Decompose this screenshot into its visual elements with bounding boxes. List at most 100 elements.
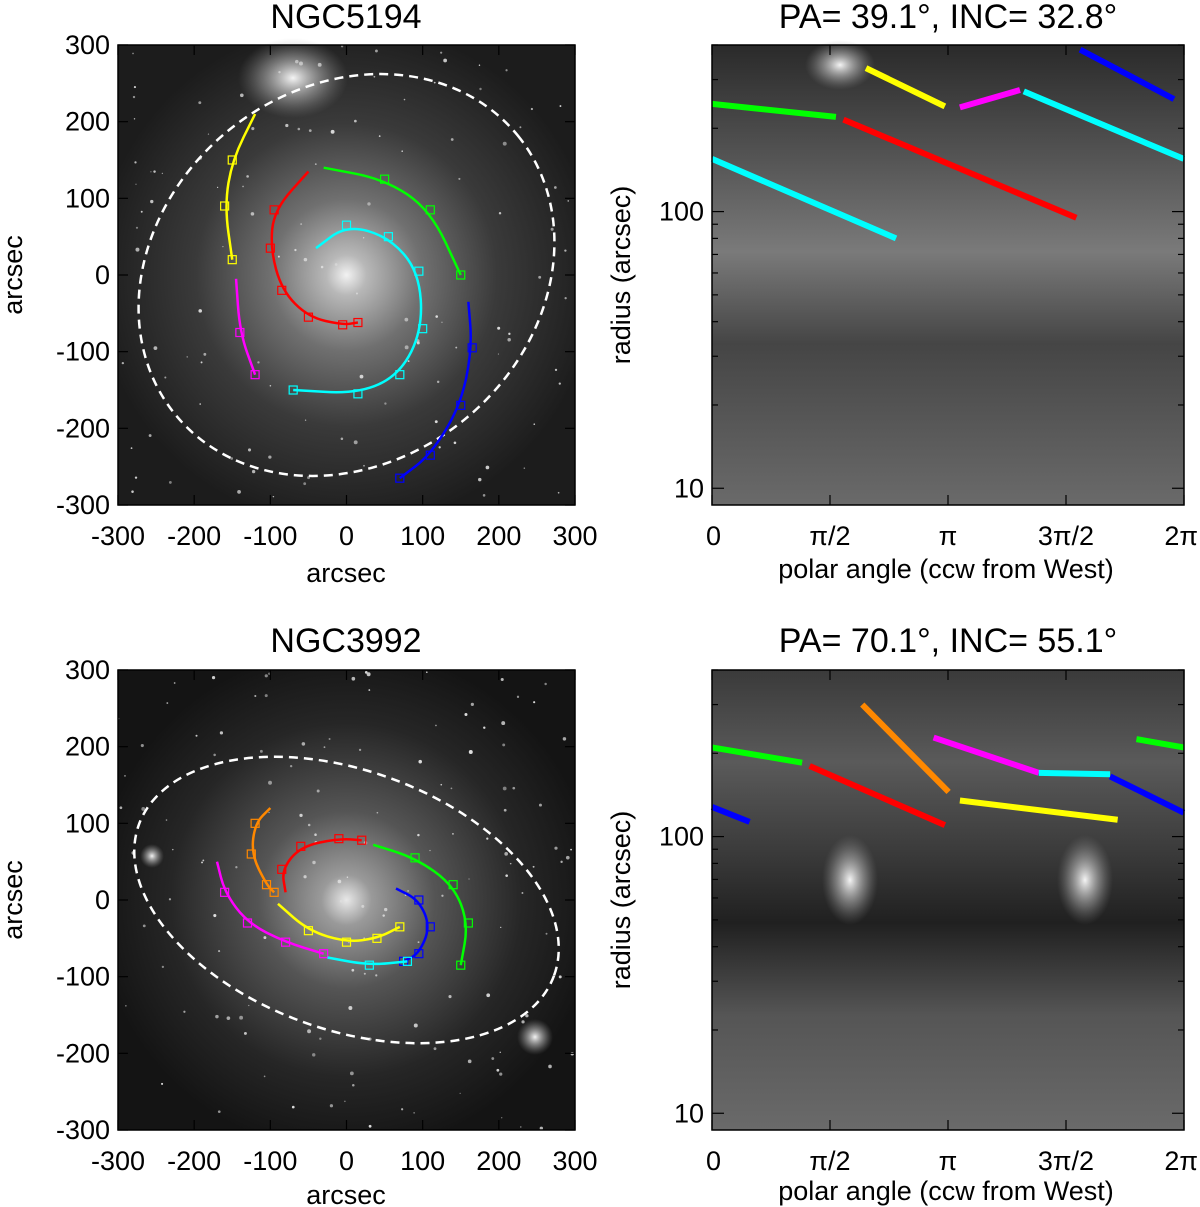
star-dot [363, 464, 365, 467]
star-dot [150, 171, 152, 173]
star-dot [348, 941, 350, 944]
star-dot [314, 163, 317, 165]
star-dot [320, 265, 324, 269]
star-dot [218, 950, 221, 953]
star-dot [417, 833, 420, 837]
star-dot [132, 52, 134, 55]
arm-marker [250, 370, 260, 380]
star-dot [384, 402, 387, 405]
star-dot [562, 737, 567, 741]
panel-ngc3992-polar: PA= 70.1°, INC= 55.1° 0 π/2 π 3π/2 2π 10010 … [606, 622, 1198, 1206]
star-dot [339, 899, 343, 903]
x-axis-label: polar angle (ccw from West) [778, 1176, 1114, 1206]
y-tick-label: -100 [56, 337, 110, 367]
star-dot [434, 420, 438, 424]
star-dot [564, 297, 567, 300]
star-dot [119, 806, 123, 810]
x-tick-label: π/2 [809, 521, 850, 551]
star-dot [168, 898, 172, 901]
star-dot [404, 345, 409, 350]
arm-marker [220, 887, 230, 897]
star-dot [455, 346, 458, 349]
x-tick-label: 3π/2 [1038, 521, 1094, 551]
star-dot [558, 975, 562, 979]
star-dot [367, 202, 371, 206]
star-dot [499, 1051, 501, 1054]
y-tick-label: 100 [65, 808, 110, 838]
star-dot [263, 936, 267, 940]
arm-marker [357, 835, 367, 845]
x-tick-label: 3π/2 [1038, 1146, 1094, 1176]
arm-marker [341, 220, 352, 230]
arm-marker [379, 174, 390, 184]
star-dot [148, 434, 152, 437]
x-tick-label: π/2 [809, 1146, 850, 1176]
star-dot [198, 309, 202, 313]
star-dot [135, 226, 139, 229]
arm-segment [808, 763, 947, 828]
star-dot [358, 748, 362, 752]
star-dot [164, 376, 167, 379]
arm-marker [425, 205, 435, 215]
arm-segment [1038, 769, 1111, 778]
x-tick-label: 300 [552, 1146, 597, 1176]
star-dot [141, 807, 146, 811]
y-tick-label: -100 [56, 962, 110, 992]
panel-ngc5194-image: NGC5194 -300 -200 -100 0 100 200 300 300 200 100… [0, 0, 598, 588]
star-dot [436, 380, 440, 384]
star-dot [166, 702, 169, 704]
star-dot [433, 81, 436, 84]
star-dot [323, 746, 326, 749]
y-tick-label: 300 [65, 655, 110, 685]
star-dot [269, 384, 272, 387]
x-tick-label: 2π [1164, 521, 1198, 551]
star-dot [297, 127, 301, 131]
arm-segment [842, 116, 1078, 221]
star-dot [498, 211, 502, 215]
star-dot [425, 671, 428, 674]
panel-title: PA= 70.1°, INC= 55.1° [779, 622, 1117, 660]
arm-marker [227, 255, 237, 265]
y-tick-label: -200 [56, 1038, 110, 1068]
spiral-arm-trace [234, 278, 257, 376]
arm-segment [710, 804, 751, 825]
star-dot [298, 61, 303, 66]
arm-marker [288, 385, 298, 395]
arm-marker [261, 880, 272, 890]
x-tick-label: 0 [706, 1146, 721, 1176]
star-dot [545, 932, 548, 935]
star-dot [501, 721, 506, 726]
star-dot [314, 833, 317, 836]
y-tick-label: 0 [95, 885, 110, 915]
star-dot [121, 361, 125, 365]
star-dot [161, 172, 164, 175]
arm-segment [959, 87, 1021, 111]
star-dot [213, 753, 216, 757]
y-tick-label: -300 [56, 490, 110, 520]
star-dot [429, 849, 431, 852]
star-dot [500, 677, 504, 682]
star-dot [407, 890, 410, 892]
star-dot [361, 904, 365, 908]
star-dot [501, 1117, 503, 1119]
star-dot [242, 185, 244, 188]
galaxy-image [118, 45, 575, 505]
star-dot [134, 161, 137, 164]
star-dot [243, 1031, 247, 1035]
star-dot [250, 212, 255, 216]
star-dot [509, 862, 512, 865]
star-dot [479, 87, 482, 91]
star-dot [557, 491, 560, 494]
disk-ellipse [133, 755, 560, 1045]
star-dot [133, 86, 137, 89]
star-dot [558, 382, 561, 385]
x-tick-label: π [939, 1146, 958, 1176]
x-tick-label: -300 [91, 521, 145, 551]
star-dot [440, 51, 443, 54]
star-dot [301, 742, 306, 746]
y-tick-label: -300 [56, 1115, 110, 1145]
star-dot [496, 1068, 500, 1072]
star-dot [222, 246, 224, 248]
star-dot [404, 317, 409, 322]
star-dot [307, 1029, 312, 1034]
